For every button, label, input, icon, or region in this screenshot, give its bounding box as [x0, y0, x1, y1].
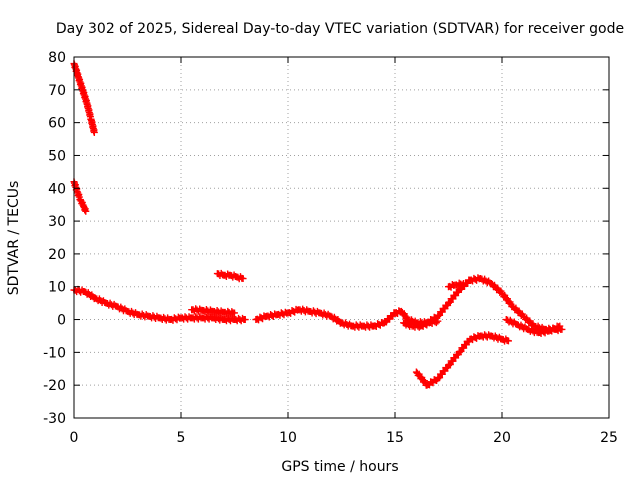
x-tick-label: 5	[177, 430, 186, 446]
series-track-10	[502, 316, 564, 337]
axis-ticks: 0 5 10 15 20 25 -30 -20 -10 0 10 20 30 40 50 60 70 80	[43, 50, 618, 446]
series-track-2	[70, 178, 90, 215]
series-track-3	[70, 285, 249, 325]
y-tick-label: -10	[43, 345, 66, 361]
series-track-8	[445, 279, 467, 291]
data-point	[434, 317, 442, 325]
series-track-9	[412, 331, 512, 389]
y-tick-label: 30	[48, 214, 66, 230]
y-tick-label: 60	[48, 116, 66, 132]
x-axis-label: GPS time / hours	[281, 459, 398, 475]
x-tick-label: 15	[386, 430, 404, 446]
y-tick-label: 40	[48, 181, 66, 197]
data-point	[241, 316, 249, 324]
data-point	[239, 275, 247, 283]
y-tick-label: 50	[48, 148, 66, 164]
y-tick-label: -20	[43, 378, 66, 394]
series-track-6	[252, 274, 566, 335]
data-point	[82, 207, 90, 215]
x-tick-label: 25	[600, 430, 618, 446]
data-point	[231, 309, 238, 317]
y-tick-label: 80	[48, 50, 66, 66]
data-point	[90, 128, 98, 136]
y-tick-label: 70	[48, 83, 66, 99]
data-point	[432, 319, 440, 327]
series-track-7	[400, 317, 442, 331]
data-point	[556, 322, 564, 330]
data-point	[459, 279, 467, 287]
data-point	[458, 281, 466, 289]
y-tick-label: -30	[43, 411, 66, 427]
y-tick-label: 10	[48, 280, 66, 296]
x-tick-label: 0	[70, 430, 79, 446]
y-tick-label: 20	[48, 247, 66, 263]
x-tick-label: 20	[493, 430, 511, 446]
series-track-5	[213, 269, 247, 283]
x-tick-label: 10	[279, 430, 297, 446]
series-track-1	[70, 60, 98, 136]
data-point	[504, 337, 512, 345]
grid-lines	[74, 57, 609, 418]
y-axis-label: SDTVAR / TECUs	[6, 181, 22, 296]
data-points	[70, 60, 566, 389]
plot-frame	[73, 56, 610, 419]
y-tick-label: 0	[57, 313, 66, 329]
chart-title: Day 302 of 2025, Sidereal Day-to-day VTE…	[56, 21, 624, 37]
series-track-4	[188, 305, 238, 318]
